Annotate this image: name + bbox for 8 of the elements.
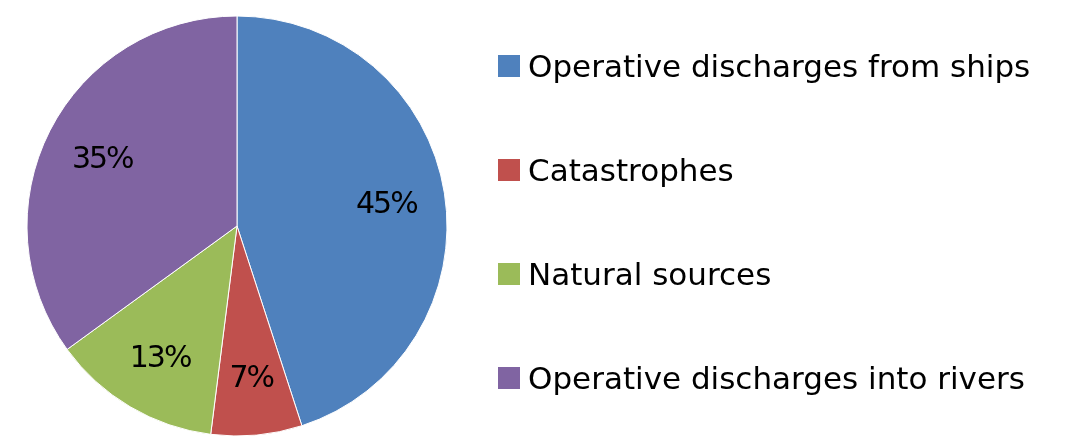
legend-label: Catastrophes	[528, 152, 734, 188]
legend-label: Operative discharges from ships	[528, 48, 1031, 84]
data-label: 45%	[355, 184, 418, 220]
legend-label: Natural sources	[528, 256, 772, 292]
data-label: 35%	[71, 139, 134, 175]
data-label: 13%	[129, 338, 191, 374]
data-label: 7%	[229, 359, 274, 395]
legend-label: Operative discharges into rivers	[528, 360, 1025, 396]
